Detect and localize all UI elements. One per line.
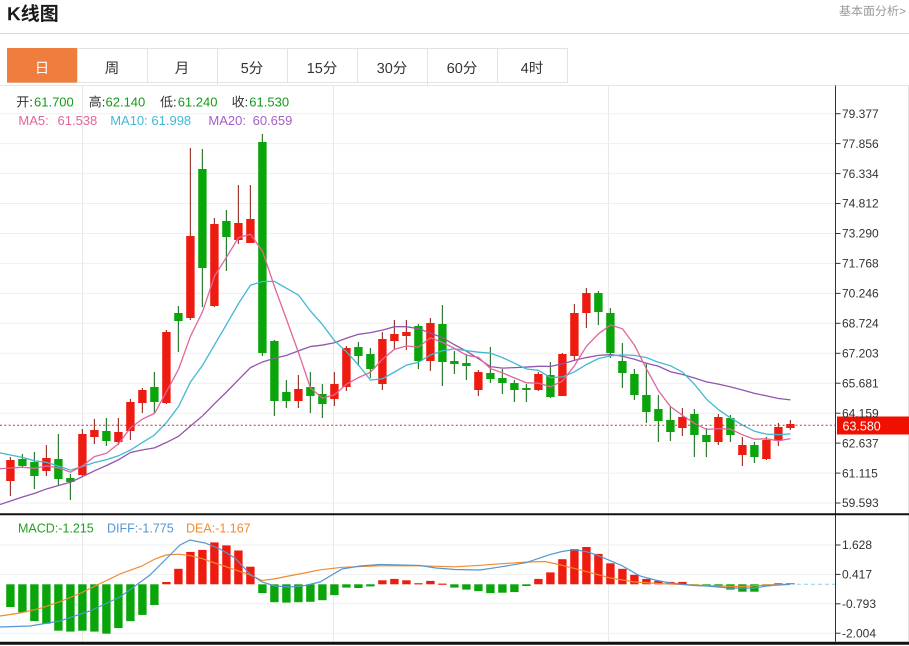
svg-text:-0.793: -0.793 [842,597,876,611]
svg-text:DIFF:-1.775: DIFF:-1.775 [107,522,174,536]
svg-text:67.203: 67.203 [842,347,879,361]
svg-text:77.856: 77.856 [842,137,879,151]
svg-text:71.768: 71.768 [842,257,879,271]
svg-text:65.681: 65.681 [842,376,879,390]
svg-text:61.115: 61.115 [842,466,878,480]
svg-text:79.377: 79.377 [842,107,879,121]
svg-text:64.159: 64.159 [842,406,879,420]
svg-text:MA5:: MA5: [18,113,48,128]
svg-text:61.530: 61.530 [249,95,289,110]
svg-text:61.240: 61.240 [178,95,218,110]
svg-text:76.334: 76.334 [842,167,879,181]
svg-text:60.659: 60.659 [253,113,293,128]
svg-text:62.637: 62.637 [842,436,879,450]
svg-text:MACD:-1.215: MACD:-1.215 [18,522,94,536]
svg-text:MA10:: MA10: [110,113,148,128]
svg-text:DEA:-1.167: DEA:-1.167 [186,522,251,536]
svg-text:61.998: 61.998 [151,113,191,128]
svg-text:59.593: 59.593 [842,496,879,510]
svg-text:1.628: 1.628 [842,538,872,552]
svg-text:73.290: 73.290 [842,227,879,241]
svg-text:68.724: 68.724 [842,317,879,331]
svg-text:MA20:: MA20: [208,113,246,128]
svg-text:62.140: 62.140 [106,95,146,110]
svg-text:-2.004: -2.004 [842,626,876,640]
svg-text:70.246: 70.246 [842,287,879,301]
svg-text:0.417: 0.417 [842,568,872,582]
svg-text:61.700: 61.700 [34,95,74,110]
svg-text:74.812: 74.812 [842,197,879,211]
svg-text:63.580: 63.580 [843,419,881,433]
svg-text:61.538: 61.538 [58,113,98,128]
